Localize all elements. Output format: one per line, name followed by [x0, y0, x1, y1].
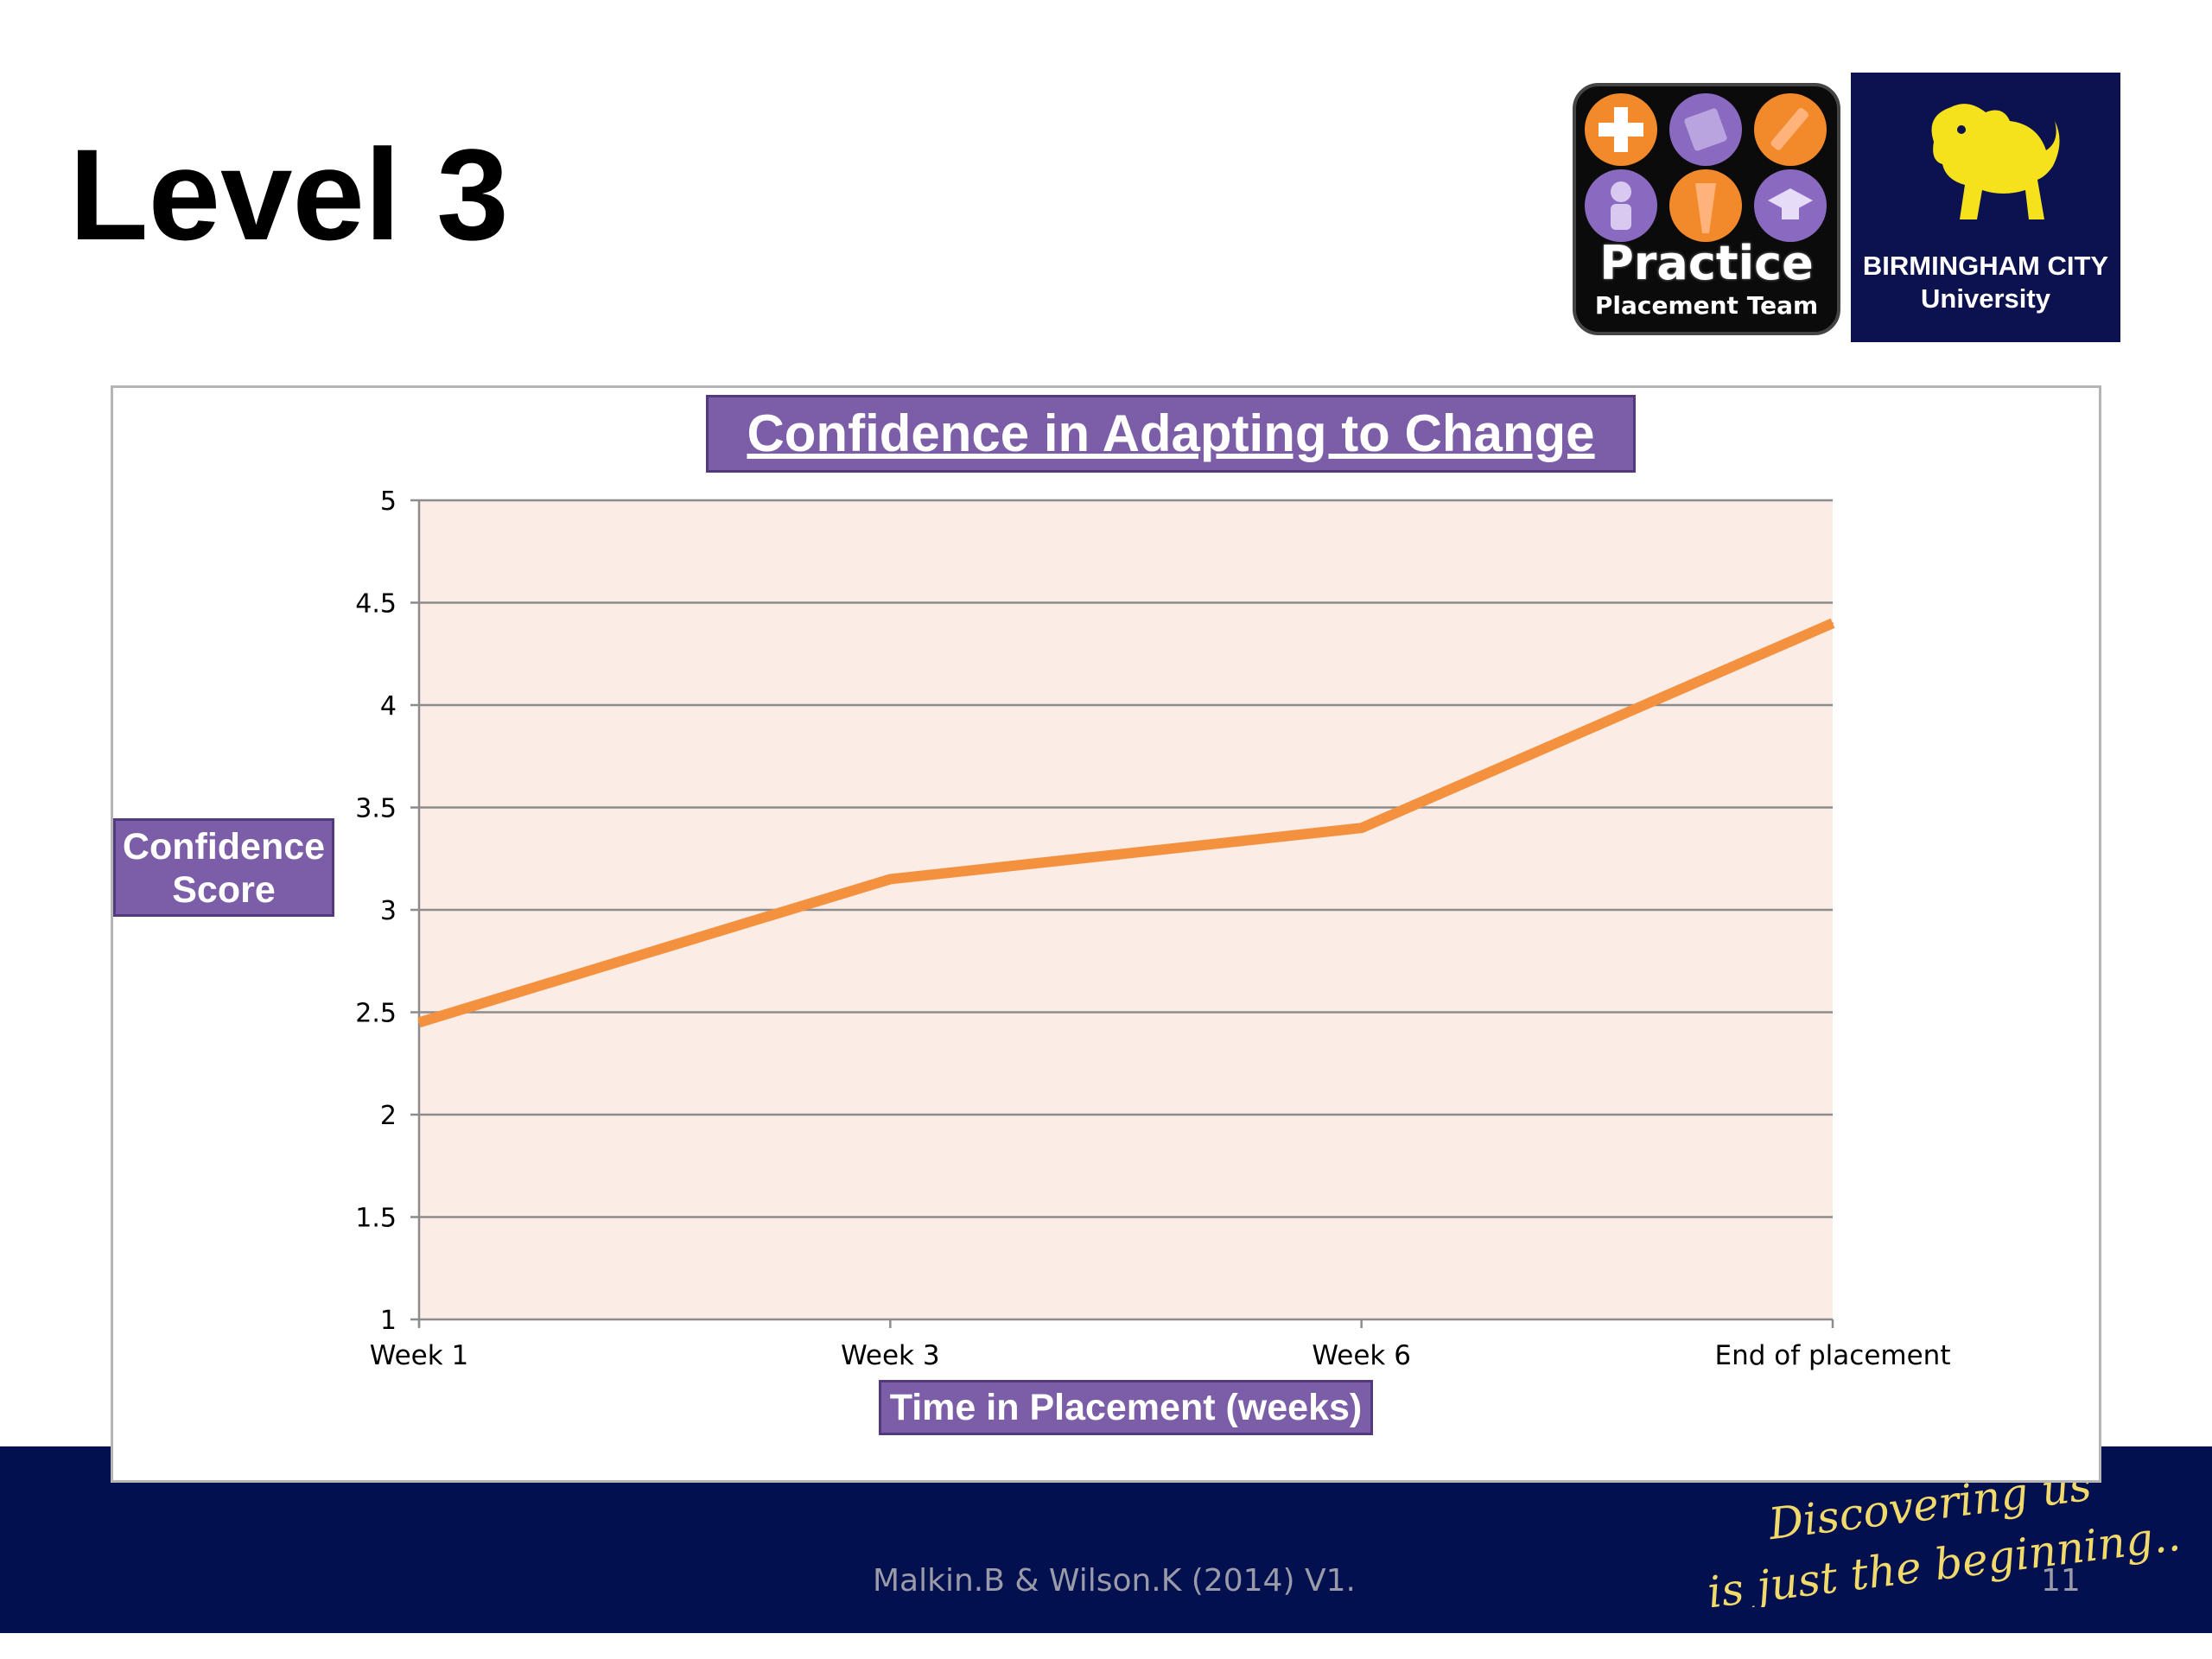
chart-title: Confidence in Adapting to Change — [706, 395, 1636, 473]
data-point — [418, 1021, 420, 1024]
citation: Malkin.B & Wilson.K (2014) V1. — [873, 1563, 1356, 1599]
bcu-name-line2: University — [1921, 283, 2050, 314]
birmingham-city-university-logo: BIRMINGHAM CITY University — [1851, 73, 2120, 342]
data-point — [1360, 827, 1363, 830]
y-tick-label: 3.5 — [355, 794, 397, 824]
line-chart: 1 1.5 2 2.5 3 3.5 4 4.5 5 Week 1 Week 3 Week 6 End o… — [355, 486, 1951, 1371]
placement-team-text: Placement Team — [1594, 291, 1819, 320]
page-number: 11 — [2041, 1563, 2081, 1599]
data-point — [889, 878, 892, 880]
x-tick-label: Week 6 — [1312, 1340, 1411, 1371]
x-tick-label: Week 3 — [841, 1340, 940, 1371]
series-line — [417, 618, 1835, 1028]
bcu-name-line1: BIRMINGHAM CITY — [1862, 251, 2109, 281]
data-point — [1832, 622, 1834, 625]
chart-container: 1 1.5 2 2.5 3 3.5 4 4.5 5 Week 1 Week 3 Week 6 End o… — [111, 385, 2101, 1483]
y-tick-label: 3 — [380, 896, 397, 926]
practice-brand-text: Practice — [1599, 236, 1814, 290]
lion-icon — [1931, 104, 2060, 220]
y-tick-label: 1.5 — [355, 1204, 397, 1234]
y-tick-label: 5 — [380, 486, 397, 517]
circle-icons-cluster — [1585, 93, 1827, 242]
x-tick-label: Week 1 — [370, 1340, 469, 1371]
y-axis-label: Confidence Score — [113, 818, 334, 917]
y-tick-label: 4 — [380, 691, 397, 721]
practice-placement-team-logo: Practice Placement Team — [1573, 83, 1840, 335]
slide-title: Level 3 — [69, 122, 509, 267]
y-tick-label: 1 — [380, 1306, 397, 1336]
y-tick-label: 4.5 — [355, 589, 397, 620]
y-tick-label: 2.5 — [355, 999, 397, 1029]
x-axis-label: Time in Placement (weeks) — [879, 1380, 1373, 1435]
y-tick-label: 2 — [380, 1101, 397, 1131]
x-tick-label: End of placement — [1715, 1340, 1951, 1371]
